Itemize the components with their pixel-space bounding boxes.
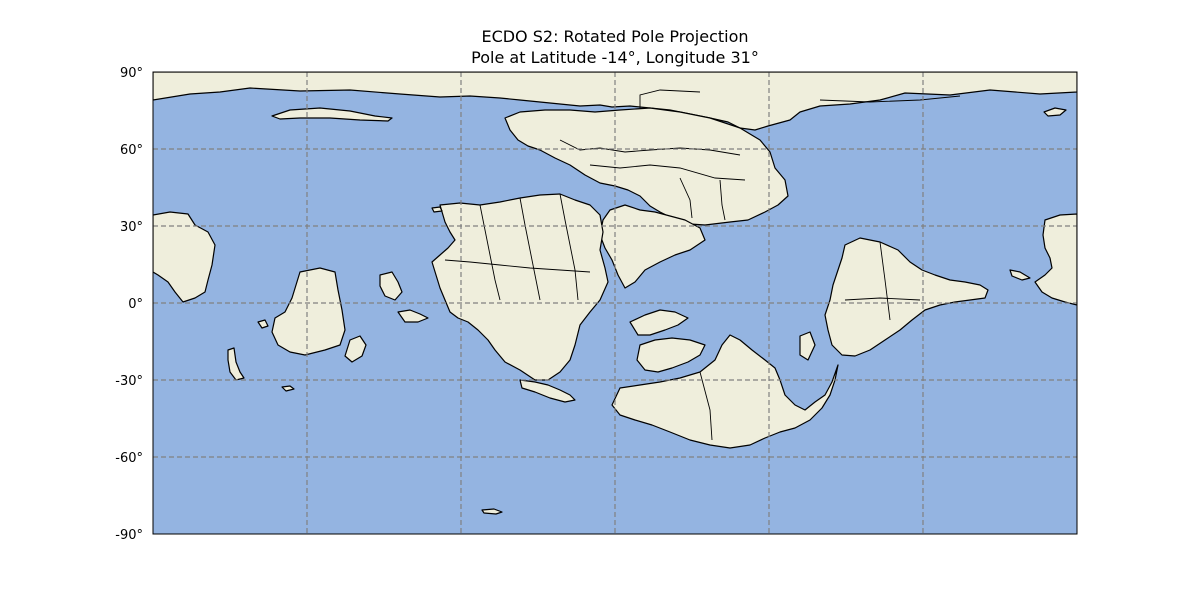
- landmass-arctic-island-east: [1043, 107, 1067, 117]
- border-line: [639, 89, 701, 108]
- border-line: [699, 371, 713, 441]
- island-small-8: [281, 385, 295, 392]
- island-small-2: [344, 335, 367, 363]
- landmass-east-continent: [824, 237, 989, 357]
- border-line: [719, 179, 726, 221]
- landmass-western-continent: [431, 193, 609, 381]
- graticule: [153, 72, 1077, 534]
- map-subtitle: Pole at Latitude -14°, Longitude 31°: [471, 48, 759, 67]
- latitude-tick-label: 60°: [120, 143, 143, 158]
- border-line: [444, 259, 591, 273]
- island-small-5: [431, 206, 443, 213]
- island-small-4: [397, 309, 429, 323]
- border-line: [679, 177, 693, 219]
- latitude-tick-label: 30°: [120, 220, 143, 235]
- border-line: [519, 197, 541, 301]
- latitude-tick-label: -60°: [115, 451, 143, 466]
- latitude-tick-label: 0°: [128, 297, 143, 312]
- border-line: [559, 139, 741, 156]
- island-small-10: [257, 319, 269, 329]
- latitude-tick-label: -90°: [115, 528, 143, 543]
- map-frame: [152, 71, 1078, 535]
- island-small-6: [799, 331, 816, 361]
- latitude-tick-label: 90°: [120, 66, 143, 81]
- latitude-tick-label: -30°: [115, 374, 143, 389]
- latitude-axis: 90° 60° 30° 0° -30° -60° -90°: [115, 66, 143, 543]
- border-line: [559, 193, 579, 301]
- island-small-1: [227, 347, 245, 381]
- landmass-west-edge: [153, 211, 216, 303]
- country-borders: [444, 89, 961, 441]
- island-small-9: [481, 508, 503, 515]
- landmass-southern-continent: [611, 334, 839, 449]
- border-line: [844, 297, 921, 301]
- landmass-east-edge: [1034, 213, 1077, 306]
- landmass-central-islands-2: [636, 337, 706, 373]
- island-small-3: [379, 271, 403, 301]
- border-line: [819, 95, 961, 103]
- landmass-arctic-island: [271, 107, 393, 122]
- border-line: [589, 164, 746, 181]
- landmass-eurasia: [504, 107, 789, 226]
- island-small-7: [1009, 269, 1031, 281]
- map-title: ECDO S2: Rotated Pole Projection: [481, 27, 749, 46]
- landmass-southern-peninsula: [519, 379, 576, 403]
- border-line: [479, 204, 501, 301]
- landmass-west-island: [271, 267, 346, 356]
- landmass-central-islands: [629, 309, 689, 336]
- border-line: [879, 241, 891, 321]
